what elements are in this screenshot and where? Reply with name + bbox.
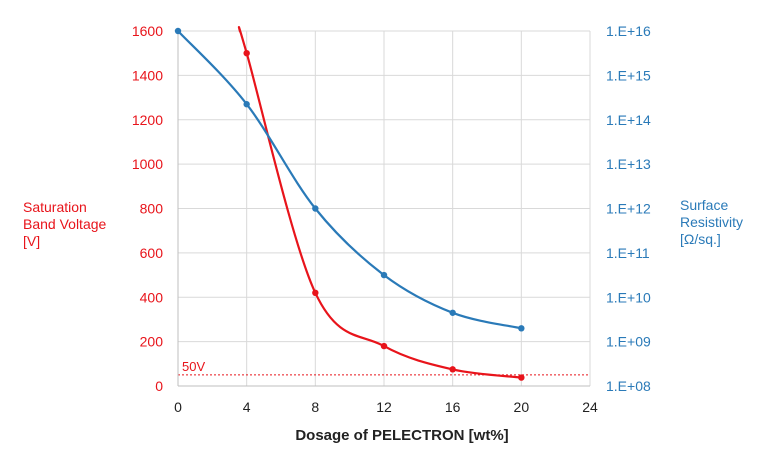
- left-axis-label-line: Saturation: [23, 199, 87, 215]
- left-y-tick-label: 800: [140, 201, 164, 217]
- series-line-voltage: [237, 26, 522, 379]
- right-y-tick-label: 1.E+08: [606, 378, 651, 394]
- left-y-tick-label: 1400: [132, 67, 163, 83]
- reference-line-label: 50V: [182, 359, 205, 374]
- left-axis-label-line: Band Voltage: [23, 216, 107, 232]
- x-tick-label: 8: [311, 399, 319, 415]
- right-axis-label-line: Resistivity: [680, 214, 744, 230]
- data-point-voltage: [380, 342, 388, 350]
- right-y-tick-label: 1.E+11: [606, 245, 650, 261]
- data-point-resistivity: [449, 309, 456, 316]
- x-tick-label: 4: [243, 399, 251, 415]
- x-tick-label: 20: [514, 399, 530, 415]
- right-axis-label-line: Surface: [680, 197, 729, 213]
- left-y-tick-label: 1600: [132, 23, 163, 39]
- reference-line-group: 50V: [178, 359, 590, 376]
- left-y-tick-label: 1000: [132, 156, 163, 172]
- data-point-voltage: [518, 374, 525, 381]
- axes: [177, 31, 590, 387]
- left-y-tick-label: 600: [140, 245, 164, 261]
- right-axis-label-line: [Ω/sq.]: [680, 231, 721, 247]
- x-tick-label: 0: [174, 399, 182, 415]
- x-tick-label: 12: [376, 399, 392, 415]
- right-y-tick-label: 1.E+13: [606, 156, 651, 172]
- data-point-voltage: [243, 49, 250, 57]
- tick-labels: 0 4 8 12 16 20 24 0 200 400 600 800 1000 1200 1400 1600…: [132, 23, 651, 415]
- left-y-tick-label: 200: [140, 334, 164, 350]
- right-y-tick-label: 1.E+14: [606, 112, 651, 128]
- x-tick-label: 24: [582, 399, 598, 415]
- right-y-tick-label: 1.E+10: [606, 289, 651, 305]
- x-axis-label: Dosage of PELECTRON [wt%]: [295, 427, 508, 444]
- left-y-tick-label: 0: [155, 378, 163, 394]
- right-axis-label: Surface Resistivity [Ω/sq.]: [680, 197, 743, 248]
- right-y-tick-label: 1.E+09: [606, 334, 651, 350]
- right-y-tick-label: 1.E+15: [606, 67, 651, 83]
- data-point-resistivity: [518, 325, 525, 332]
- data-point-resistivity: [380, 271, 388, 279]
- left-axis-label: Saturation Band Voltage [V]: [23, 199, 106, 250]
- right-y-tick-label: 1.E+16: [606, 23, 651, 39]
- data-point-resistivity: [312, 205, 319, 212]
- x-tick-label: 16: [445, 399, 461, 415]
- data-point-resistivity: [174, 27, 182, 35]
- data-point-resistivity: [243, 101, 250, 108]
- left-y-tick-label: 1200: [132, 112, 163, 128]
- series-lines: [177, 26, 522, 379]
- series-points: [174, 27, 525, 381]
- right-y-tick-label: 1.E+12: [606, 201, 651, 217]
- left-y-tick-label: 400: [140, 289, 164, 305]
- data-point-voltage: [449, 366, 456, 373]
- left-axis-label-line: [V]: [23, 233, 41, 249]
- data-point-voltage: [312, 289, 319, 297]
- grid: [178, 30, 591, 386]
